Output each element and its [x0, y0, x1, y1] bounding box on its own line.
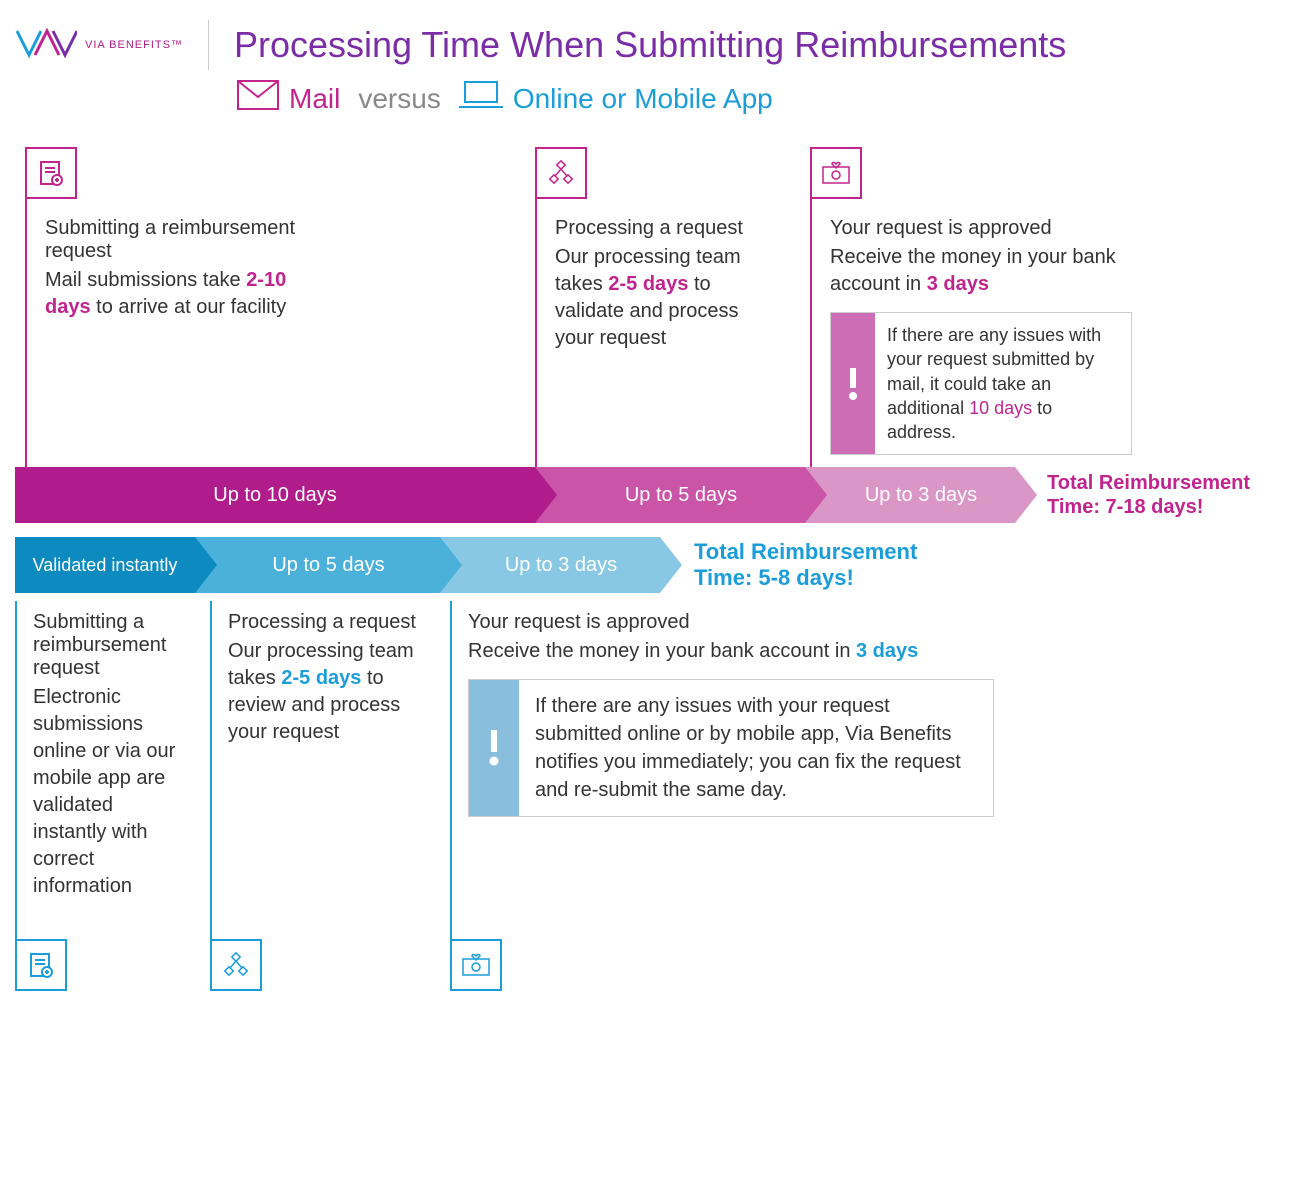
- online-step1-text: Electronic submissions online or via our…: [33, 684, 179, 900]
- online-total: Total Reimbursement Time: 5-8 days!: [694, 539, 917, 592]
- page-title: Processing Time When Submitting Reimburs…: [234, 24, 1066, 66]
- process-icon: [535, 147, 587, 199]
- mail-arrow-3: Up to 3 days: [805, 467, 1015, 523]
- online-step1-title: Submitting a reimbursement request: [33, 611, 179, 680]
- compare-mail: Mail: [237, 80, 340, 117]
- document-icon: [15, 939, 67, 991]
- online-arrow-1: Validated instantly: [15, 537, 195, 593]
- compare-row: Mail versus Online or Mobile App: [237, 80, 1296, 117]
- compare-online: Online or Mobile App: [459, 80, 773, 117]
- logo-text: VIA BENEFITS™: [85, 39, 183, 51]
- online-step-2: Processing a request Our processing team…: [210, 601, 435, 991]
- logo: VIA BENEFITS™: [15, 25, 183, 66]
- mail-step2-title: Processing a request: [555, 217, 777, 240]
- online-arrow-2: Up to 5 days: [195, 537, 440, 593]
- laptop-icon: [459, 80, 503, 117]
- money-icon: [810, 147, 862, 199]
- divider: [208, 20, 209, 70]
- mail-step-1: Submitting a reimbursement request Mail …: [25, 147, 325, 467]
- process-icon: [210, 939, 262, 991]
- compare-mail-label: Mail: [289, 83, 340, 115]
- header: VIA BENEFITS™ Processing Time When Submi…: [15, 20, 1296, 70]
- online-arrow-3: Up to 3 days: [440, 537, 660, 593]
- mail-arrow-1: Up to 10 days: [15, 467, 535, 523]
- online-step3-text: Receive the money in your bank account i…: [468, 638, 994, 665]
- mail-total: Total Reimbursement Time: 7-18 days!: [1047, 471, 1250, 519]
- mail-step1-text: Mail submissions take 2-10 days to arriv…: [45, 267, 307, 321]
- mail-step3-text: Receive the money in your bank account i…: [830, 244, 1132, 298]
- mail-arrow-2: Up to 5 days: [535, 467, 805, 523]
- logo-mark-icon: [15, 25, 77, 66]
- online-callout: If there are any issues with your reques…: [468, 679, 994, 817]
- online-timeline: Validated instantly Up to 5 days Up to 3…: [15, 537, 1296, 593]
- mail-callout-text: If there are any issues with your reques…: [875, 313, 1131, 454]
- online-step3-title: Your request is approved: [468, 611, 994, 634]
- mail-icon: [237, 80, 279, 117]
- online-step-3: Your request is approved Receive the mon…: [450, 601, 1010, 991]
- mail-step-2: Processing a request Our processing team…: [535, 147, 795, 467]
- mail-step1-title: Submitting a reimbursement request: [45, 217, 307, 263]
- mail-step2-text: Our processing team takes 2-5 days to va…: [555, 244, 777, 352]
- mail-steps: Submitting a reimbursement request Mail …: [15, 147, 1296, 467]
- document-icon: [25, 147, 77, 199]
- alert-icon: [469, 680, 519, 816]
- compare-versus: versus: [358, 83, 440, 115]
- online-callout-text: If there are any issues with your reques…: [519, 680, 993, 816]
- online-step-1: Submitting a reimbursement request Elect…: [15, 601, 195, 991]
- online-step2-title: Processing a request: [228, 611, 419, 634]
- alert-icon: [831, 313, 875, 454]
- online-steps: Submitting a reimbursement request Elect…: [15, 601, 1296, 991]
- online-step2-text: Our processing team takes 2-5 days to re…: [228, 638, 419, 746]
- mail-callout: If there are any issues with your reques…: [830, 312, 1132, 455]
- mail-step-3: Your request is approved Receive the mon…: [810, 147, 1150, 467]
- mail-timeline: Up to 10 days Up to 5 days Up to 3 days …: [15, 467, 1296, 523]
- compare-online-label: Online or Mobile App: [513, 83, 773, 115]
- mail-step3-title: Your request is approved: [830, 217, 1132, 240]
- money-icon: [450, 939, 502, 991]
